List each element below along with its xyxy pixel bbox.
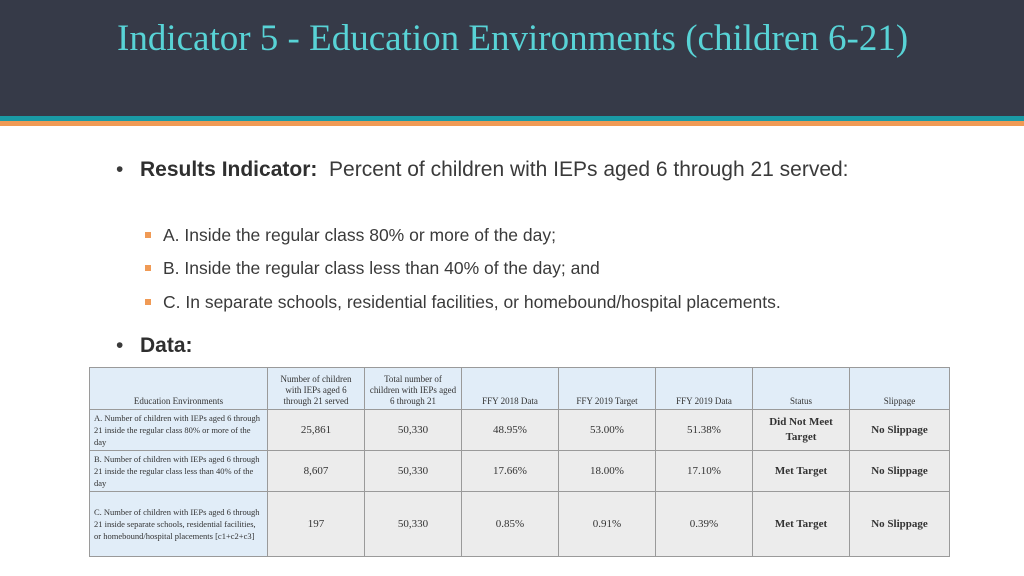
target2019-cell: 18.00%: [558, 450, 656, 492]
results-indicator-text: Percent of children with IEPs aged 6 thr…: [329, 158, 849, 181]
row-label: B. Number of children with IEPs aged 6 t…: [89, 450, 268, 492]
bullet-dot-icon: •: [116, 334, 124, 357]
table-row: A. Number of children with IEPs aged 6 t…: [89, 409, 950, 451]
title-bar: Indicator 5 - Education Environments (ch…: [0, 0, 1024, 116]
sub-bullet-c: C. In separate schools, residential faci…: [145, 291, 781, 313]
ffy2018-cell: 17.66%: [461, 450, 559, 492]
ffy2019-cell: 0.39%: [655, 491, 753, 557]
header-cell: Number of children with IEPs aged 6 thro…: [267, 367, 365, 410]
header-cell: FFY 2019 Data: [655, 367, 753, 410]
status-cell: Met Target: [752, 491, 850, 557]
total-cell: 50,330: [364, 450, 462, 492]
served-cell: 197: [267, 491, 365, 557]
slippage-cell: No Slippage: [849, 491, 950, 557]
data-label: Data:: [140, 334, 193, 357]
slippage-cell: No Slippage: [849, 450, 950, 492]
orange-divider: [0, 121, 1024, 126]
status-cell: Did Not Meet Target: [752, 409, 850, 451]
total-cell: 50,330: [364, 409, 462, 451]
header-cell: Status: [752, 367, 850, 410]
header-cell: Total number of children with IEPs aged …: [364, 367, 462, 410]
square-bullet-icon: [145, 265, 151, 271]
sub-bullet-text: B. Inside the regular class less than 40…: [163, 258, 600, 278]
sub-bullet-a: A. Inside the regular class 80% or more …: [145, 224, 556, 246]
table-row: C. Number of children with IEPs aged 6 t…: [89, 491, 950, 557]
header-cell: FFY 2019 Target: [558, 367, 656, 410]
slippage-cell: No Slippage: [849, 409, 950, 451]
status-cell: Met Target: [752, 450, 850, 492]
ffy2018-cell: 48.95%: [461, 409, 559, 451]
ffy2019-cell: 17.10%: [655, 450, 753, 492]
table-row: B. Number of children with IEPs aged 6 t…: [89, 450, 950, 492]
sub-bullet-text: A. Inside the regular class 80% or more …: [163, 225, 556, 245]
square-bullet-icon: [145, 232, 151, 238]
total-cell: 50,330: [364, 491, 462, 557]
teal-divider: [0, 116, 1024, 121]
row-label: A. Number of children with IEPs aged 6 t…: [89, 409, 268, 451]
education-environments-table: Education Environments Number of childre…: [89, 367, 950, 557]
served-cell: 8,607: [267, 450, 365, 492]
target2019-cell: 0.91%: [558, 491, 656, 557]
table-header-row: Education Environments Number of childre…: [89, 367, 950, 410]
ffy2019-cell: 51.38%: [655, 409, 753, 451]
ffy2018-cell: 0.85%: [461, 491, 559, 557]
results-indicator-label: Results Indicator:: [140, 158, 318, 181]
square-bullet-icon: [145, 299, 151, 305]
slide-title: Indicator 5 - Education Environments (ch…: [117, 18, 909, 59]
sub-bullet-b: B. Inside the regular class less than 40…: [145, 257, 600, 279]
header-cell: Education Environments: [89, 367, 268, 410]
bullet-dot-icon: •: [116, 158, 124, 181]
sub-bullet-text: C. In separate schools, residential faci…: [163, 292, 781, 312]
target2019-cell: 53.00%: [558, 409, 656, 451]
results-indicator-bullet: • Results Indicator: Percent of children…: [116, 156, 876, 184]
served-cell: 25,861: [267, 409, 365, 451]
row-label: C. Number of children with IEPs aged 6 t…: [89, 491, 268, 557]
data-bullet: • Data:: [116, 332, 193, 360]
header-cell: Slippage: [849, 367, 950, 410]
header-cell: FFY 2018 Data: [461, 367, 559, 410]
